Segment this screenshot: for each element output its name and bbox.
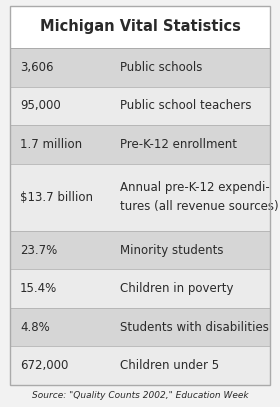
Bar (10, 164, 270, 231)
Text: 4.8%: 4.8% (20, 321, 50, 334)
Text: Public school teachers: Public school teachers (120, 99, 251, 112)
Bar (10, 346, 270, 385)
Bar (10, 269, 270, 308)
Text: 672,000: 672,000 (20, 359, 68, 372)
Text: Michigan Vital Statistics: Michigan Vital Statistics (39, 20, 241, 35)
Bar (10, 6, 270, 48)
Text: $13.7 billion: $13.7 billion (20, 191, 93, 204)
Text: 15.4%: 15.4% (20, 282, 57, 295)
Text: Public schools: Public schools (120, 61, 202, 74)
Bar (10, 231, 270, 269)
Bar (10, 125, 270, 164)
Text: tures (all revenue sources): tures (all revenue sources) (120, 200, 279, 213)
Text: 1.7 million: 1.7 million (20, 138, 82, 151)
Text: Annual pre-K-12 expendi-: Annual pre-K-12 expendi- (120, 181, 270, 194)
Text: Source: "Quality Counts 2002," Education Week: Source: "Quality Counts 2002," Education… (32, 392, 248, 400)
Text: 95,000: 95,000 (20, 99, 61, 112)
Text: Children under 5: Children under 5 (120, 359, 219, 372)
Bar (10, 48, 270, 87)
Bar (10, 87, 270, 125)
Text: Minority students: Minority students (120, 244, 223, 257)
Text: 3,606: 3,606 (20, 61, 53, 74)
Text: Students with disabilities: Students with disabilities (120, 321, 269, 334)
Text: Children in poverty: Children in poverty (120, 282, 234, 295)
Text: Pre-K-12 enrollment: Pre-K-12 enrollment (120, 138, 237, 151)
Bar (10, 308, 270, 346)
Text: 23.7%: 23.7% (20, 244, 57, 257)
